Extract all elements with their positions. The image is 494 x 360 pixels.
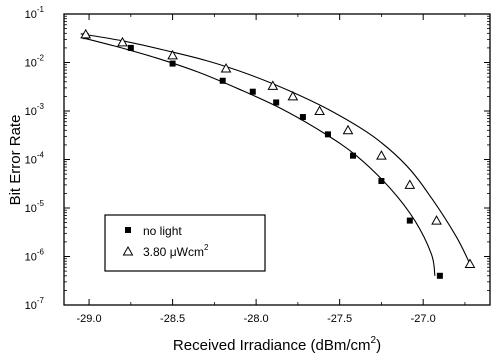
- legend-label-uv: 3.80 μWcm2: [143, 243, 209, 259]
- point-no-light: [350, 152, 357, 159]
- point-uv: [342, 124, 354, 135]
- legend-box: [104, 214, 266, 272]
- point-uv: [287, 90, 299, 101]
- point-uv: [80, 28, 92, 39]
- y-axis-label: Bit Error Rate: [7, 115, 24, 206]
- x-axis-ticks: -29.0 -28.5 -28.0 -27.5 -27.0: [77, 14, 466, 325]
- y-tick-label: 10-7: [25, 296, 45, 312]
- point-no-light: [324, 131, 331, 138]
- y-axis-ticks: 10-7 10-6 10-5 10-4 10-3 10-2 10-1: [25, 5, 490, 312]
- legend: no light 3.80 μWcm2: [104, 214, 266, 272]
- legend-marker-uv: [122, 245, 134, 256]
- legend-label-no-light: no light: [143, 224, 182, 238]
- point-no-light: [169, 60, 176, 67]
- fit-curve-no-light: [80, 36, 436, 276]
- point-no-light: [436, 272, 443, 279]
- y-tick-label: 10-5: [25, 199, 45, 215]
- y-tick-label: 10-2: [25, 54, 45, 70]
- point-uv: [376, 150, 387, 160]
- point-no-light: [406, 217, 413, 224]
- y-tick-label: 10-1: [25, 5, 45, 21]
- point-uv: [167, 49, 178, 60]
- point-uv: [431, 215, 442, 225]
- x-axis-label: Received Irradiance (dBm/cm2): [173, 335, 381, 354]
- point-no-light: [219, 77, 226, 84]
- x-tick-label: -28.0: [244, 313, 269, 325]
- point-no-light: [378, 178, 385, 185]
- y-tick-label: 10-4: [25, 151, 45, 167]
- point-uv: [117, 36, 128, 47]
- point-no-light: [127, 44, 134, 51]
- point-no-light: [249, 88, 256, 95]
- y-tick-label: 10-3: [25, 102, 45, 118]
- x-tick-label: -27.5: [327, 313, 352, 325]
- x-tick-label: -29.0: [77, 313, 102, 325]
- legend-marker-no-light: [125, 227, 131, 233]
- point-uv: [220, 63, 232, 73]
- point-uv: [314, 105, 325, 115]
- x-tick-label: -28.5: [160, 313, 185, 325]
- point-no-light: [273, 99, 280, 106]
- point-uv: [404, 179, 416, 189]
- fit-curves: [80, 33, 471, 276]
- x-tick-label: -27.0: [411, 313, 436, 325]
- y-tick-label: 10-6: [25, 248, 45, 264]
- point-uv: [267, 80, 279, 90]
- point-no-light: [299, 114, 306, 121]
- fit-curve-uv: [80, 33, 471, 265]
- point-uv: [464, 258, 476, 269]
- data-points: [80, 28, 476, 279]
